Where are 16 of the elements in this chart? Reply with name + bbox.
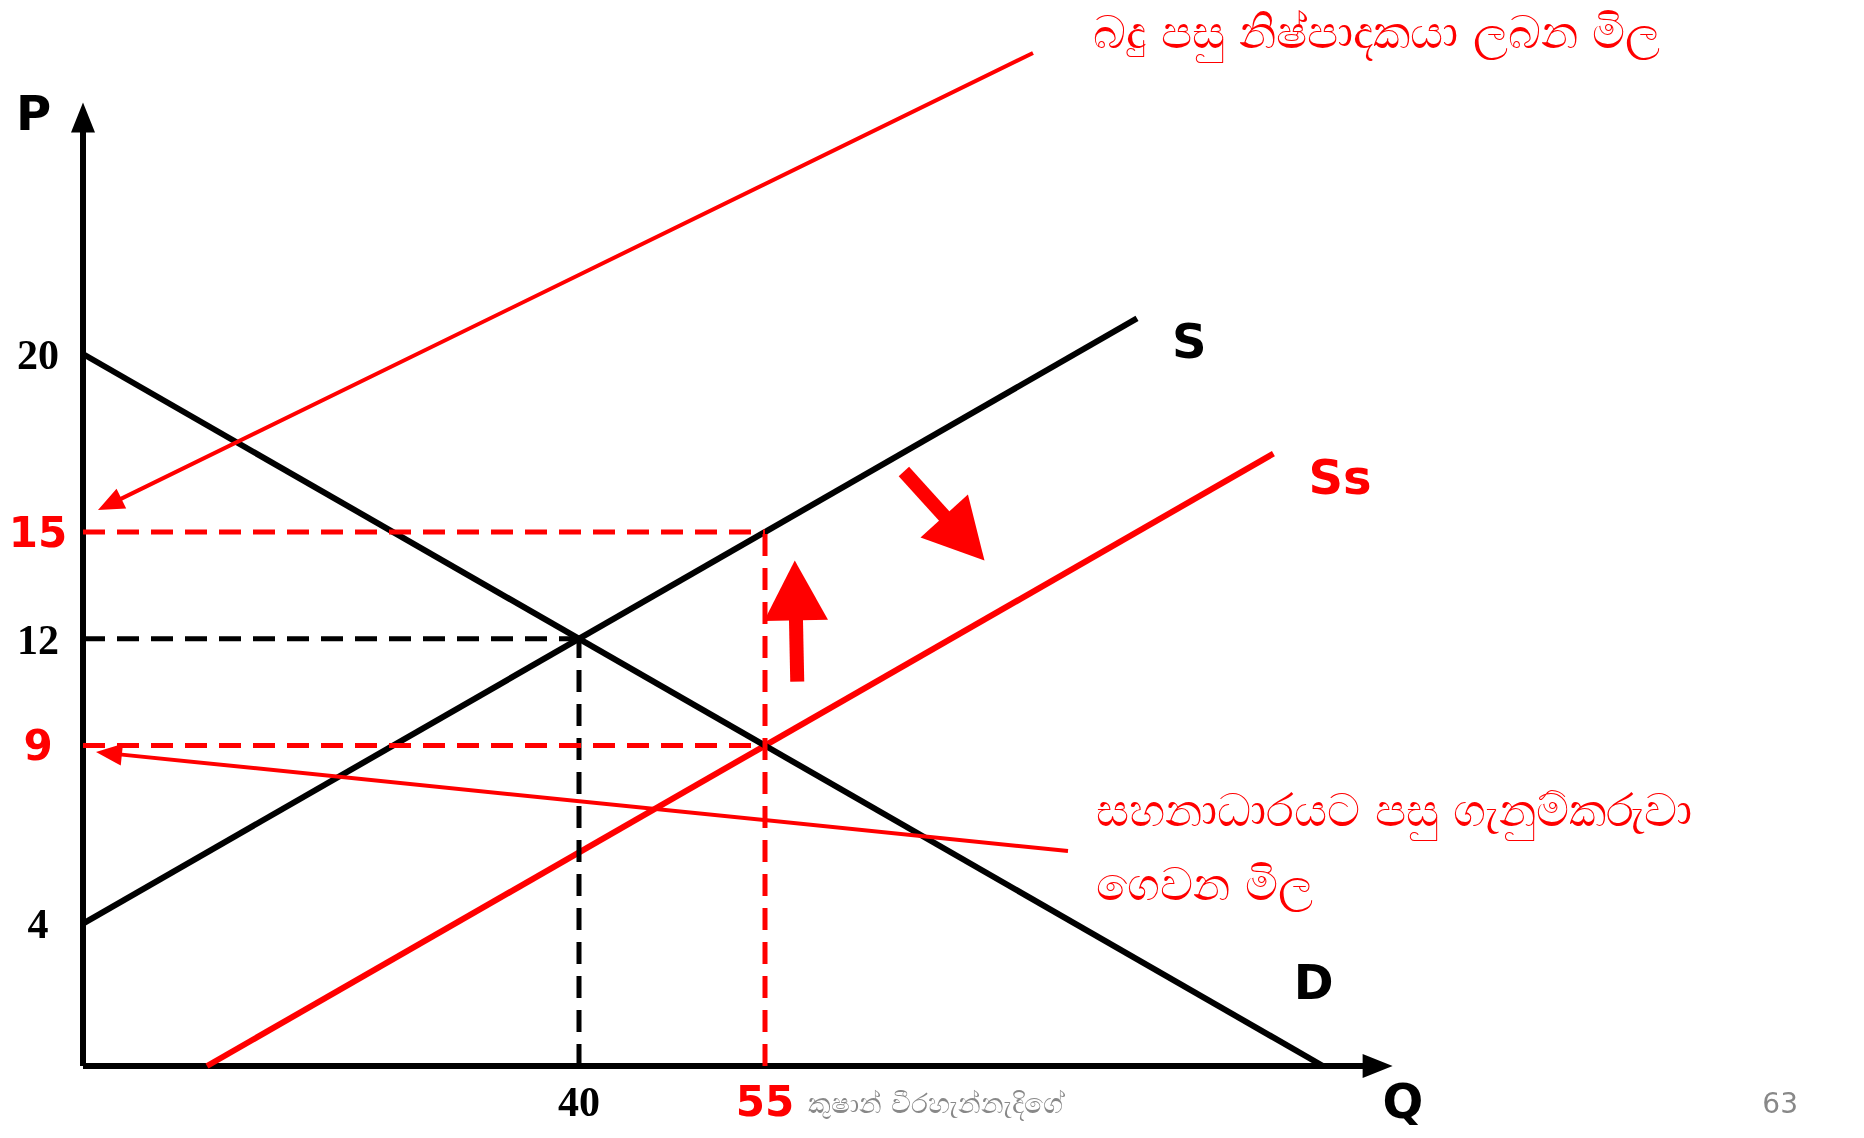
x-axis-title: Q: [1382, 1073, 1424, 1129]
text: කුෂාන් වීරහැන්නැදිගේ: [808, 1087, 1065, 1121]
series-label: Ss: [1308, 448, 1372, 505]
x-tick-label: 40: [558, 1079, 600, 1125]
y-tick-label: 12: [17, 616, 59, 663]
y-axis-title: P: [16, 85, 52, 141]
x-tick-label: 55: [735, 1077, 795, 1126]
annotation: සහනාධාරයට පසු ගැනුම්කරුවා ගෙවන මිල: [1096, 783, 1693, 912]
y-tick-label: 4: [27, 901, 49, 948]
y-tick-label: 20: [17, 331, 59, 378]
series-label: D: [1293, 954, 1334, 1011]
y-tick-label: 15: [8, 507, 68, 557]
text: 63: [1762, 1087, 1798, 1120]
y-tick-label: 9: [23, 721, 53, 771]
text: බදු පසු නිෂ්පාදකයා ලබන මිල: [1093, 5, 1661, 63]
series-label: S: [1172, 313, 1207, 370]
